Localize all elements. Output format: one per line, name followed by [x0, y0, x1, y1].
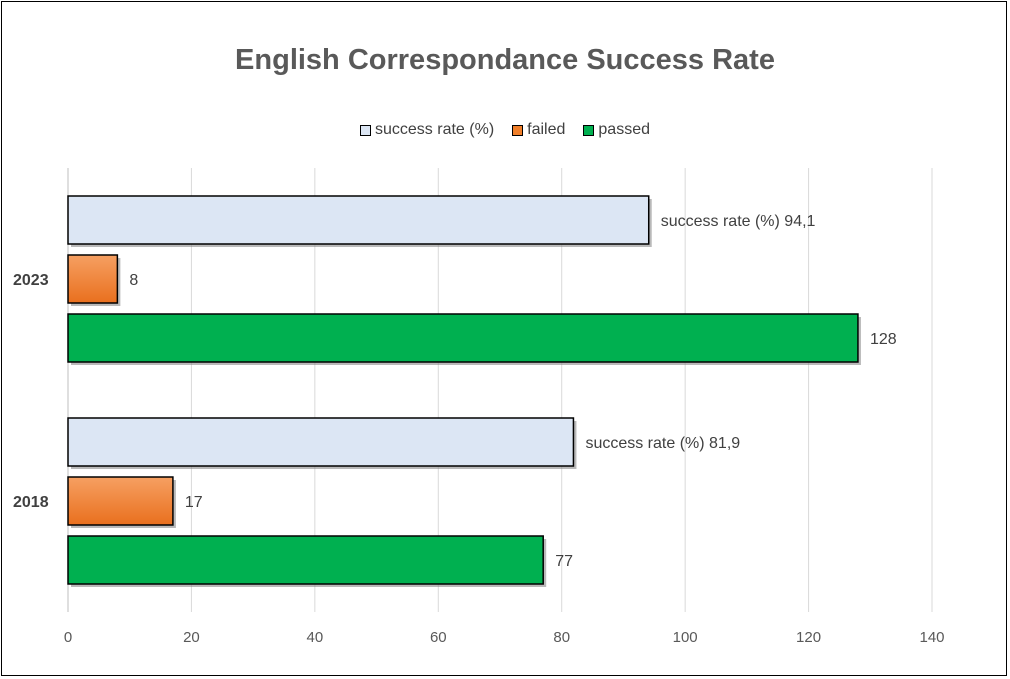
bar-success-rate-2018 [67, 417, 575, 467]
x-tick-label: 0 [64, 629, 72, 646]
legend-item-passed: passed [583, 121, 650, 139]
data-label: 8 [129, 272, 138, 289]
category-label: 2023 [13, 272, 49, 289]
x-tick-label: 120 [796, 629, 821, 646]
bar-failed-2023 [67, 254, 119, 304]
legend-item-failed: failed [512, 121, 565, 139]
legend-label-success-rate: success rate (%) [375, 121, 495, 138]
bar-passed-2023 [67, 313, 859, 363]
data-label: 77 [555, 553, 573, 570]
legend-label-passed: passed [598, 121, 650, 138]
data-label: 128 [870, 331, 897, 348]
legend-item-success-rate: success rate (%) [360, 121, 494, 139]
x-tick-label: 20 [183, 629, 200, 646]
legend-swatch-passed [583, 124, 595, 136]
chart-title: English Correspondance Success Rate [235, 44, 775, 76]
x-tick-label: 40 [307, 629, 324, 646]
x-tick-label: 80 [553, 629, 570, 646]
bar-failed-2018 [67, 476, 174, 526]
bar-passed-2018 [67, 535, 544, 585]
data-label: success rate (%) 94,1 [661, 213, 816, 230]
chart-legend: success rate (%) failed passed [0, 121, 1010, 139]
bar-success-rate-2023 [67, 195, 650, 245]
category-label: 2018 [13, 494, 49, 511]
x-tick-label: 140 [919, 629, 944, 646]
legend-swatch-failed [512, 124, 524, 136]
legend-swatch-success-rate [360, 124, 371, 136]
legend-label-failed: failed [527, 121, 566, 138]
x-tick-label: 60 [430, 629, 447, 646]
data-label: 17 [185, 494, 203, 511]
x-tick-label: 100 [673, 629, 698, 646]
data-label: success rate (%) 81,9 [585, 435, 740, 452]
